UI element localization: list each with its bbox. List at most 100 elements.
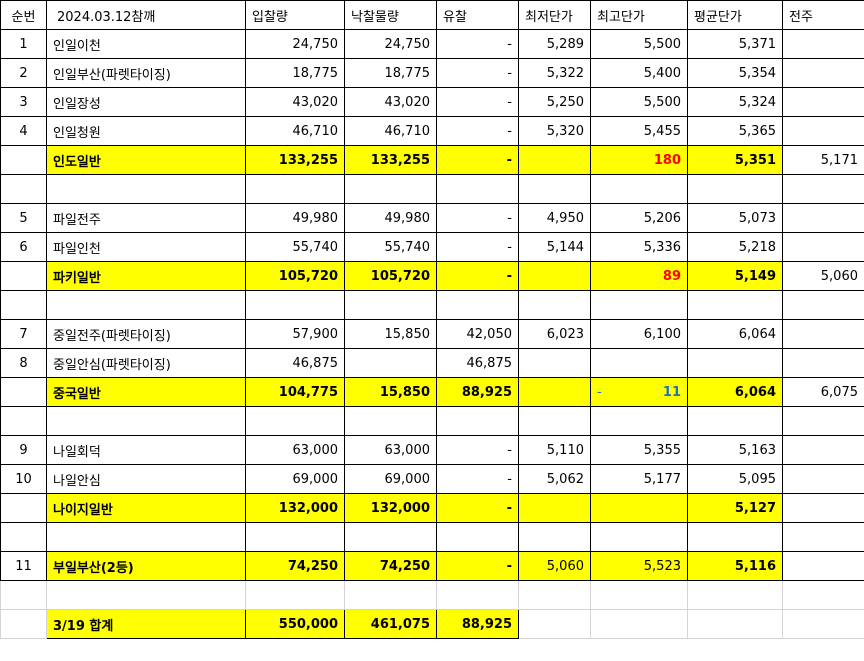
max-price-cell[interactable]: - 11 — [590, 377, 688, 407]
awarded-quantity-cell[interactable]: 15,850 — [344, 377, 437, 407]
bid-quantity-cell[interactable]: 57,900 — [245, 319, 345, 349]
row-number-cell[interactable] — [0, 261, 47, 291]
avg-price-cell[interactable]: 5,073 — [687, 203, 783, 233]
unsold-quantity-cell[interactable]: - — [436, 116, 519, 146]
row-number-cell[interactable] — [0, 580, 47, 610]
bid-quantity-cell[interactable]: 63,000 — [245, 435, 345, 465]
max-price-cell[interactable]: 5,400 — [590, 58, 688, 88]
item-name-cell[interactable]: 3/19 합계 — [46, 609, 246, 639]
item-name-cell[interactable]: 부일부산(2등) — [46, 551, 246, 581]
header-unsold-quantity[interactable]: 유찰 — [436, 0, 519, 30]
previous-week-cell[interactable] — [782, 290, 864, 320]
awarded-quantity-cell[interactable]: 18,775 — [344, 58, 437, 88]
min-price-cell[interactable] — [518, 261, 591, 291]
max-price-cell[interactable] — [590, 522, 688, 552]
unsold-quantity-cell[interactable]: 42,050 — [436, 319, 519, 349]
bid-quantity-cell[interactable] — [245, 406, 345, 436]
avg-price-cell[interactable]: 5,365 — [687, 116, 783, 146]
bid-quantity-cell[interactable]: 24,750 — [245, 29, 345, 59]
bid-quantity-cell[interactable]: 133,255 — [245, 145, 345, 175]
previous-week-cell[interactable] — [782, 522, 864, 552]
item-name-cell[interactable] — [46, 522, 246, 552]
item-name-cell[interactable]: 인일이천 — [46, 29, 246, 59]
item-name-cell[interactable]: 중일안심(파렛타이징) — [46, 348, 246, 378]
item-name-cell[interactable]: 파일인천 — [46, 232, 246, 262]
awarded-quantity-cell[interactable]: 49,980 — [344, 203, 437, 233]
awarded-quantity-cell[interactable]: 55,740 — [344, 232, 437, 262]
avg-price-cell[interactable] — [687, 406, 783, 436]
avg-price-cell[interactable]: 5,371 — [687, 29, 783, 59]
unsold-quantity-cell[interactable]: - — [436, 464, 519, 494]
row-number-cell[interactable]: 2 — [0, 58, 47, 88]
unsold-quantity-cell[interactable]: - — [436, 551, 519, 581]
bid-quantity-cell[interactable] — [245, 174, 345, 204]
unsold-quantity-cell[interactable]: - — [436, 261, 519, 291]
avg-price-cell[interactable]: 5,324 — [687, 87, 783, 117]
awarded-quantity-cell[interactable]: 132,000 — [344, 493, 437, 523]
item-name-cell[interactable]: 파일전주 — [46, 203, 246, 233]
bid-quantity-cell[interactable]: 132,000 — [245, 493, 345, 523]
max-price-cell[interactable]: 89 — [590, 261, 688, 291]
avg-price-cell[interactable]: 5,351 — [687, 145, 783, 175]
row-number-cell[interactable]: 6 — [0, 232, 47, 262]
item-name-cell[interactable]: 중일전주(파렛타이징) — [46, 319, 246, 349]
min-price-cell[interactable]: 5,320 — [518, 116, 591, 146]
bid-quantity-cell[interactable]: 43,020 — [245, 87, 345, 117]
row-number-cell[interactable] — [0, 145, 47, 175]
item-name-cell[interactable]: 인일부산(파렛타이징) — [46, 58, 246, 88]
awarded-quantity-cell[interactable]: 133,255 — [344, 145, 437, 175]
min-price-cell[interactable]: 5,289 — [518, 29, 591, 59]
item-name-cell[interactable]: 인도일반 — [46, 145, 246, 175]
unsold-quantity-cell[interactable]: - — [436, 29, 519, 59]
max-price-cell[interactable] — [590, 609, 688, 639]
max-price-cell[interactable] — [590, 406, 688, 436]
row-number-cell[interactable]: 1 — [0, 29, 47, 59]
min-price-cell[interactable] — [518, 290, 591, 320]
max-price-cell[interactable] — [590, 174, 688, 204]
min-price-cell[interactable] — [518, 406, 591, 436]
avg-price-cell[interactable]: 6,064 — [687, 377, 783, 407]
item-name-cell[interactable] — [46, 174, 246, 204]
max-price-cell[interactable]: 5,500 — [590, 87, 688, 117]
item-name-cell[interactable]: 나일회덕 — [46, 435, 246, 465]
min-price-cell[interactable] — [518, 348, 591, 378]
row-number-cell[interactable] — [0, 609, 47, 639]
bid-quantity-cell[interactable]: 18,775 — [245, 58, 345, 88]
previous-week-cell[interactable] — [782, 29, 864, 59]
max-price-cell[interactable] — [590, 348, 688, 378]
awarded-quantity-cell[interactable]: 69,000 — [344, 464, 437, 494]
header-item-name[interactable]: 2024.03.12참깨 — [46, 0, 246, 30]
min-price-cell[interactable] — [518, 174, 591, 204]
max-price-cell[interactable]: 5,355 — [590, 435, 688, 465]
row-number-cell[interactable] — [0, 290, 47, 320]
min-price-cell[interactable] — [518, 522, 591, 552]
max-price-cell[interactable]: 5,336 — [590, 232, 688, 262]
previous-week-cell[interactable]: 5,171 — [782, 145, 864, 175]
bid-quantity-cell[interactable]: 69,000 — [245, 464, 345, 494]
item-name-cell[interactable] — [46, 406, 246, 436]
awarded-quantity-cell[interactable] — [344, 174, 437, 204]
previous-week-cell[interactable] — [782, 232, 864, 262]
row-number-cell[interactable]: 5 — [0, 203, 47, 233]
previous-week-cell[interactable] — [782, 203, 864, 233]
row-number-cell[interactable]: 7 — [0, 319, 47, 349]
avg-price-cell[interactable] — [687, 609, 783, 639]
unsold-quantity-cell[interactable]: - — [436, 493, 519, 523]
avg-price-cell[interactable] — [687, 348, 783, 378]
previous-week-cell[interactable] — [782, 493, 864, 523]
item-name-cell[interactable]: 나이지일반 — [46, 493, 246, 523]
awarded-quantity-cell[interactable]: 461,075 — [344, 609, 437, 639]
awarded-quantity-cell[interactable] — [344, 348, 437, 378]
unsold-quantity-cell[interactable] — [436, 522, 519, 552]
min-price-cell[interactable]: 5,322 — [518, 58, 591, 88]
bid-quantity-cell[interactable]: 55,740 — [245, 232, 345, 262]
unsold-quantity-cell[interactable]: 88,925 — [436, 377, 519, 407]
bid-quantity-cell[interactable]: 74,250 — [245, 551, 345, 581]
min-price-cell[interactable]: 5,250 — [518, 87, 591, 117]
min-price-cell[interactable]: 5,110 — [518, 435, 591, 465]
item-name-cell[interactable]: 인일장성 — [46, 87, 246, 117]
awarded-quantity-cell[interactable]: 74,250 — [344, 551, 437, 581]
item-name-cell[interactable] — [46, 290, 246, 320]
row-number-cell[interactable] — [0, 493, 47, 523]
min-price-cell[interactable] — [518, 493, 591, 523]
